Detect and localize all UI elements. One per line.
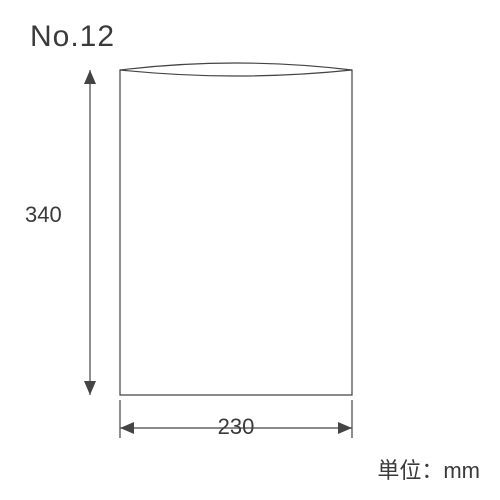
bag-inner-curve [120,70,352,76]
width-dim-arrow-left [120,422,134,434]
height-dim-arrow-top [84,70,96,84]
bag-outline [120,63,352,395]
diagram-canvas: No.12 340 230 単位：mm [0,0,500,500]
width-value-label: 230 [218,414,255,440]
unit-label: 単位：mm [377,453,480,485]
width-dim-arrow-right [338,422,352,434]
height-dim-arrow-bottom [84,381,96,395]
height-value-label: 340 [25,202,62,228]
